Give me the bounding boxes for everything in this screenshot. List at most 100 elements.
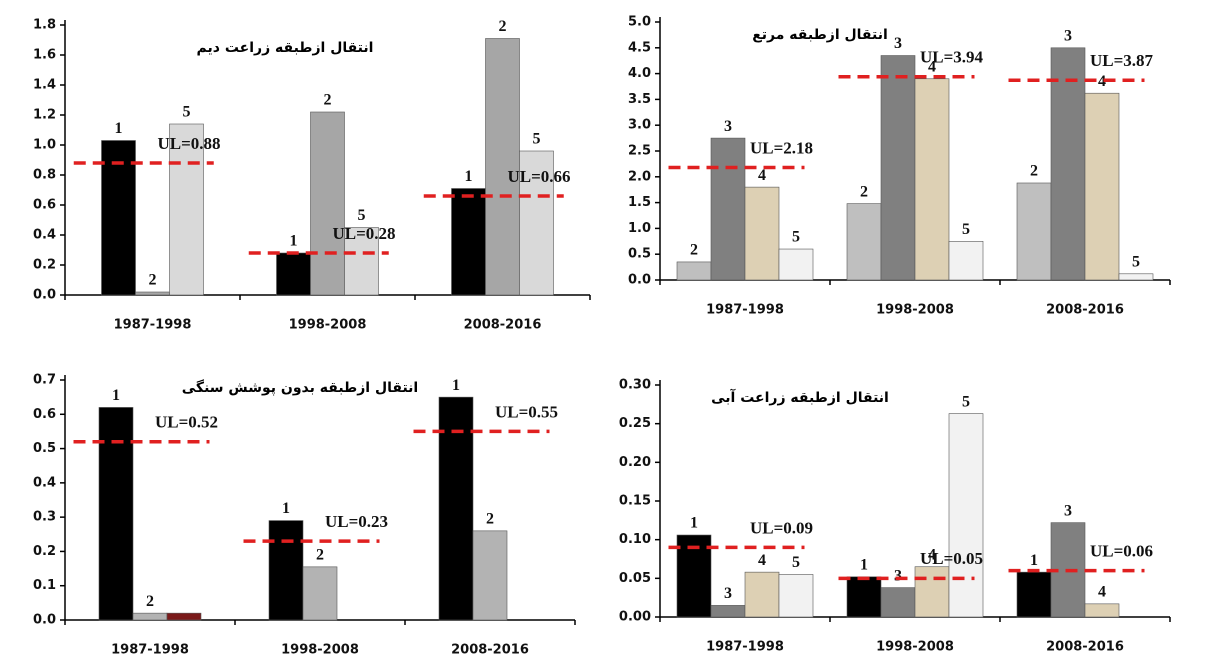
bar-label: 4 — [1098, 584, 1106, 601]
ul-label: UL=0.05 — [920, 549, 983, 568]
bar — [438, 396, 474, 621]
y-tick-label: 3.0 — [628, 118, 651, 133]
bar — [744, 571, 780, 618]
bar-label: 2 — [316, 547, 324, 564]
y-tick-label: 1.2 — [33, 108, 56, 123]
x-tick-label: 1987-1998 — [706, 640, 784, 655]
y-tick-label: 1.5 — [628, 195, 651, 210]
ul-label: UL=2.18 — [750, 138, 813, 157]
bar-label: 4 — [928, 58, 936, 75]
x-tick-label: 2008-2016 — [451, 643, 529, 658]
bar — [302, 566, 338, 621]
chart-title: انتقال ازطبقه بدون پوشش سنگی — [182, 379, 418, 396]
bar-label: 2 — [149, 272, 157, 289]
y-tick-label: 0.5 — [33, 441, 56, 456]
y-tick-label: 0.6 — [33, 407, 56, 422]
bar — [948, 241, 984, 281]
bar — [1016, 571, 1052, 618]
x-tick-label: 2008-2016 — [464, 318, 542, 333]
bar-label: 3 — [724, 585, 732, 602]
bar-label: 3 — [1064, 27, 1072, 44]
bar — [519, 150, 554, 296]
x-tick-label: 2008-2016 — [1046, 303, 1124, 318]
bar-label: 5 — [533, 131, 541, 148]
bar — [276, 252, 311, 296]
x-tick-label: 1987-1998 — [114, 318, 192, 333]
y-tick-label: 0.3 — [33, 510, 56, 525]
bar-label: 1 — [282, 500, 290, 517]
y-tick-label: 1.8 — [33, 18, 56, 33]
bar — [135, 291, 170, 296]
ul-label: UL=0.09 — [750, 518, 813, 537]
y-tick-label: 0.7 — [33, 373, 56, 388]
bar — [710, 605, 746, 618]
bar — [132, 612, 168, 621]
y-tick-label: 0.6 — [33, 198, 56, 213]
bar — [880, 55, 916, 281]
y-tick-label: 0.00 — [619, 610, 651, 625]
bar-label: 5 — [183, 104, 191, 121]
bar — [846, 576, 882, 618]
bar — [676, 261, 712, 281]
bar-label: 5 — [962, 393, 970, 410]
bar — [98, 407, 134, 621]
y-tick-label: 1.4 — [33, 78, 56, 93]
bar-label: 1 — [452, 377, 460, 394]
y-tick-label: 4.5 — [628, 40, 651, 55]
bar — [914, 566, 950, 618]
bar — [310, 111, 345, 296]
x-tick-label: 1987-1998 — [706, 303, 784, 318]
y-tick-label: 1.0 — [33, 138, 56, 153]
bar — [485, 38, 520, 296]
ul-label: UL=0.55 — [495, 402, 558, 421]
y-tick-label: 5.0 — [628, 15, 651, 30]
bar-label: 2 — [499, 18, 507, 35]
bar — [914, 78, 950, 281]
bar-label: 1 — [290, 233, 298, 250]
bar-label: 2 — [690, 242, 698, 259]
bar — [1084, 92, 1120, 281]
ul-label: UL=0.28 — [333, 224, 396, 243]
x-tick-label: 1998-2008 — [281, 643, 359, 658]
bar-label: 5 — [792, 229, 800, 246]
bar-label: 4 — [928, 546, 936, 563]
bar — [472, 530, 508, 621]
y-tick-label: 0.2 — [33, 544, 56, 559]
y-tick-label: 0.20 — [619, 455, 651, 470]
y-tick-label: 0.15 — [619, 494, 651, 509]
bar-label: 1 — [112, 387, 120, 404]
ul-label: UL=0.88 — [158, 134, 221, 153]
y-tick-label: 0.0 — [33, 288, 56, 303]
x-tick-label: 1998-2008 — [876, 640, 954, 655]
bar-label: 3 — [894, 35, 902, 52]
bar — [1118, 273, 1154, 281]
bar-label: 1 — [115, 120, 123, 137]
bar-label: 2 — [860, 183, 868, 200]
y-tick-label: 2.0 — [628, 169, 651, 184]
bar — [778, 574, 814, 618]
ul-label: UL=3.87 — [1090, 51, 1154, 70]
y-tick-label: 0.4 — [33, 475, 56, 490]
bar-label: 2 — [324, 92, 332, 109]
bar-label: 5 — [358, 207, 366, 224]
bar-label: 1 — [1030, 552, 1038, 569]
x-tick-label: 2008-2016 — [1046, 640, 1124, 655]
bar — [710, 137, 746, 281]
bar — [268, 520, 304, 621]
y-tick-label: 0.25 — [619, 416, 651, 431]
y-tick-label: 3.5 — [628, 92, 651, 107]
bar-label: 1 — [690, 515, 698, 532]
bar-label: 2 — [1030, 163, 1038, 180]
bar — [451, 188, 486, 296]
bar — [846, 203, 882, 281]
chart-title: انتقال ازطبقه زراعت دیم — [197, 40, 374, 56]
bar-label: 4 — [758, 552, 766, 569]
bar-label: 4 — [1098, 73, 1106, 90]
bar — [1084, 603, 1120, 618]
bar — [344, 227, 379, 296]
bar-label: 3 — [724, 118, 732, 135]
bar — [948, 413, 984, 618]
bar-label: 5 — [792, 554, 800, 571]
y-tick-label: 2.5 — [628, 144, 651, 159]
